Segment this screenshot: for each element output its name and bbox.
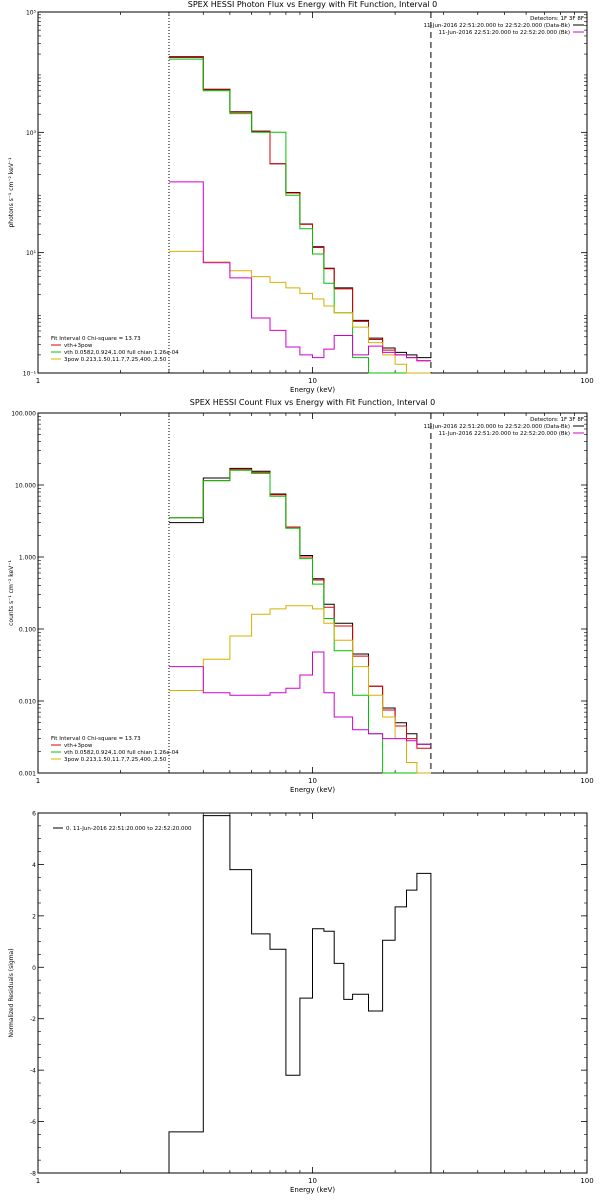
y-tick-label: -6 bbox=[30, 1119, 36, 1126]
legend-entry-text: 3pow 0.213,1.50,11.7,7.25,400.,2.50 bbox=[64, 357, 167, 363]
y-tick-label: -4 bbox=[30, 1068, 36, 1075]
x-tick-label: 1 bbox=[36, 777, 40, 785]
legend-entry-text: 3pow 0.213,1.50,11.7,7.25,400.,2.50 bbox=[64, 757, 167, 763]
x-tick-label: 100 bbox=[580, 377, 593, 385]
y-tick-label: 6 bbox=[32, 811, 36, 818]
x-axis-label: Energy (keV) bbox=[290, 386, 335, 394]
y-axis-label: Normalized Residuals (sigma) bbox=[8, 948, 15, 1037]
y-tick-label: 10³ bbox=[26, 130, 37, 137]
y-tick-label: 10⁻¹ bbox=[23, 371, 37, 378]
legend-detectors: Detectors: 1F 3F 8F bbox=[530, 16, 584, 22]
series-yellow bbox=[169, 605, 431, 774]
y-tick-label: 4 bbox=[32, 862, 36, 869]
legend-entry-text: vth+3pow bbox=[64, 343, 93, 349]
series-green bbox=[169, 469, 431, 774]
y-tick-label: 0.100 bbox=[19, 627, 36, 634]
legend-fit-header: Fit Interval 0 Chi-square = 13.73 bbox=[51, 736, 141, 742]
legend-entry-text: vth+3pow bbox=[64, 743, 93, 749]
x-tick-label: 10 bbox=[308, 777, 317, 785]
y-tick-label: -2 bbox=[30, 1016, 36, 1023]
series-magenta bbox=[169, 181, 431, 362]
y-tick-label: 100.000 bbox=[11, 411, 36, 418]
y-tick-label: 0 bbox=[32, 965, 36, 972]
chart-panel-1: SPEX HESSI Photon Flux vs Energy with Fi… bbox=[8, 0, 594, 394]
legend-entry-text: 11-Jun-2016 22:51:20.000 to 22:52:20.000… bbox=[424, 424, 570, 430]
y-tick-label: 10¹ bbox=[26, 250, 37, 257]
series-red bbox=[169, 468, 431, 749]
series-magenta bbox=[169, 651, 431, 745]
series-green bbox=[169, 58, 431, 374]
series-black bbox=[168, 815, 432, 1173]
legend-fit-header: Fit Interval 0 Chi-square = 13.73 bbox=[51, 336, 141, 342]
legend-entry-text: 11-Jun-2016 22:51:20.000 to 22:52:20.000… bbox=[438, 30, 570, 36]
chart-panel-3: 1 10 100 Energy (keV) -8 -6 -4 -2 0 2 4 6 Normalized… bbox=[8, 811, 594, 1195]
y-axis-label: photons s⁻¹ cm⁻² keV⁻¹ bbox=[8, 157, 15, 228]
series-yellow bbox=[169, 250, 431, 374]
legend-entry-text: 0. 11-Jun-2016 22:51:20.000 to 22:52:20.… bbox=[66, 826, 192, 832]
legend-entry-text: vth 0.0582,0.924,1.00 full chian 1.26e-0… bbox=[64, 750, 179, 756]
y-tick-label: -8 bbox=[30, 1171, 36, 1178]
x-axis-label: Energy (keV) bbox=[290, 1186, 335, 1194]
x-axis-label: Energy (keV) bbox=[290, 786, 335, 794]
y-tick-label: 10⁵ bbox=[26, 10, 37, 17]
legend-entry-text: 11-Jun-2016 22:51:20.000 to 22:52:20.000… bbox=[438, 431, 570, 437]
plot-frame bbox=[37, 412, 588, 774]
x-tick-label: 100 bbox=[580, 1177, 593, 1185]
chart-title: SPEX HESSI Photon Flux vs Energy with Fi… bbox=[188, 0, 438, 9]
x-tick-label: 1 bbox=[36, 1177, 40, 1185]
y-tick-label: 10.000 bbox=[15, 483, 36, 490]
y-tick-label: 0.010 bbox=[19, 699, 36, 706]
x-tick-label: 100 bbox=[580, 777, 593, 785]
y-tick-label: 1.000 bbox=[19, 555, 36, 562]
chart-title: SPEX HESSI Count Flux vs Energy with Fit… bbox=[190, 398, 435, 407]
plot-frame bbox=[37, 11, 588, 374]
x-tick-label: 10 bbox=[308, 1177, 317, 1185]
y-axis-label: counts s⁻¹ cm⁻² keV⁻¹ bbox=[8, 560, 15, 626]
chart-panel-2: SPEX HESSI Count Flux vs Energy with Fit… bbox=[8, 398, 594, 794]
legend-detectors: Detectors: 1F 3F 8F bbox=[530, 417, 584, 423]
x-tick-label: 10 bbox=[308, 377, 317, 385]
y-tick-label: 0.001 bbox=[19, 771, 36, 778]
x-tick-label: 1 bbox=[36, 377, 40, 385]
y-tick-label: 2 bbox=[32, 913, 36, 920]
legend-entry-text: vth 0.0582,0.924,1.00 full chian 1.26e-0… bbox=[64, 350, 179, 356]
legend-entry-text: 11-Jun-2016 22:51:20.000 to 22:52:20.000… bbox=[424, 23, 570, 29]
series-black bbox=[169, 467, 431, 745]
